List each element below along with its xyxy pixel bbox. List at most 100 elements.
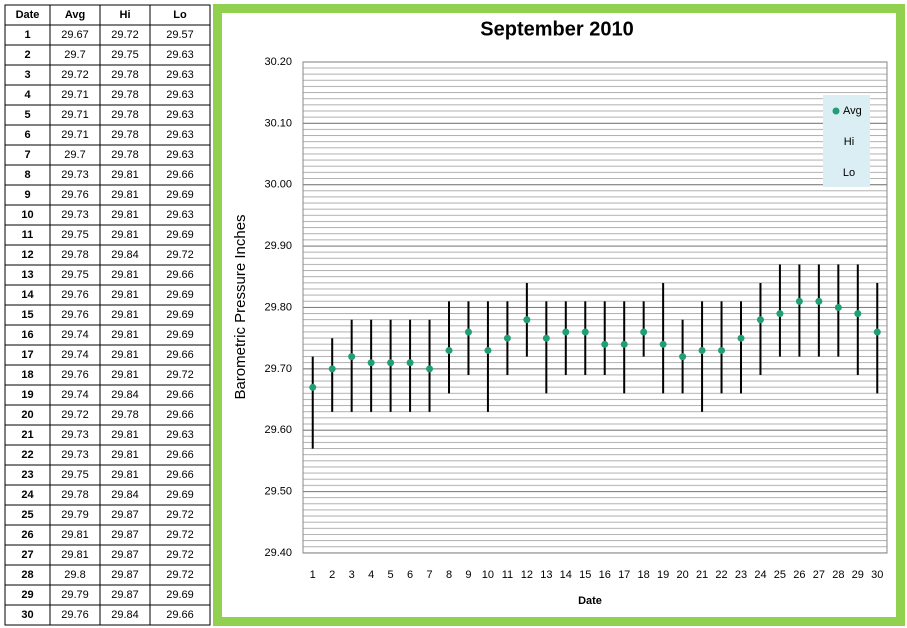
x-tick-label: 28 [832,569,844,581]
x-tick-label: 10 [482,569,494,581]
y-tick-label: 30.20 [264,56,292,68]
value-cell: 29.78 [111,149,139,161]
value-cell: 29.69 [166,189,194,201]
date-cell: 8 [24,169,30,181]
value-cell: 29.81 [111,189,139,201]
value-cell: 29.66 [166,169,194,181]
x-tick-label: 17 [618,569,630,581]
avg-point [328,365,336,373]
value-cell: 29.75 [61,229,89,241]
avg-point [737,334,745,342]
legend: Avg Hi Lo [823,95,870,187]
avg-point [387,359,395,367]
value-cell: 29.81 [111,449,139,461]
value-cell: 29.81 [111,169,139,181]
value-cell: 29.7 [64,149,85,161]
avg-point [562,328,570,336]
value-cell: 29.81 [111,469,139,481]
date-cell: 3 [24,69,30,81]
value-cell: 29.81 [111,329,139,341]
date-cell: 11 [22,229,34,241]
value-cell: 29.72 [166,249,194,261]
value-cell: 29.66 [166,409,194,421]
value-cell: 29.72 [166,549,194,561]
value-cell: 29.8 [64,569,85,581]
value-cell: 29.73 [61,169,89,181]
x-tick-label: 15 [579,569,591,581]
value-cell: 29.69 [166,289,194,301]
x-tick-label: 29 [852,569,864,581]
x-tick-label: 24 [754,569,766,581]
x-tick-label: 27 [813,569,825,581]
value-cell: 29.78 [111,89,139,101]
legend-marker [832,107,840,115]
value-cell: 29.75 [61,269,89,281]
date-cell: 17 [21,349,33,361]
date-cell: 5 [24,109,30,121]
value-cell: 29.84 [111,249,139,261]
value-cell: 29.78 [111,69,139,81]
x-tick-label: 14 [560,569,572,581]
date-cell: 21 [21,429,33,441]
value-cell: 29.63 [166,89,194,101]
avg-point [659,340,667,348]
avg-point [834,304,842,311]
column-header: Lo [173,9,187,21]
value-cell: 29.66 [166,609,194,621]
avg-point [873,328,881,336]
value-cell: 29.72 [166,529,194,541]
x-tick-label: 7 [426,569,432,581]
date-cell: 12 [21,249,33,261]
value-cell: 29.69 [166,229,194,241]
column-header: Date [16,9,40,21]
x-tick-label: 9 [465,569,471,581]
avg-point [367,359,375,367]
value-cell: 29.81 [111,349,139,361]
value-cell: 29.63 [166,129,194,141]
legend-label: Avg [843,105,862,117]
value-cell: 29.69 [166,589,194,601]
value-cell: 29.81 [111,289,139,301]
column-header: Hi [120,9,131,21]
value-cell: 29.75 [111,49,139,61]
y-tick-label: 29.70 [264,363,292,375]
value-cell: 29.81 [61,529,89,541]
value-cell: 29.81 [111,309,139,321]
value-cell: 29.7 [64,49,85,61]
avg-point [484,346,492,354]
y-axis-title: Barometric Pressure Inches [232,214,249,399]
date-cell: 14 [21,289,34,301]
date-cell: 7 [24,149,30,161]
value-cell: 29.63 [166,49,194,61]
x-tick-label: 1 [310,569,316,581]
value-cell: 29.71 [61,89,89,101]
avg-point [503,334,511,342]
avg-point [679,353,687,361]
value-cell: 29.66 [166,469,194,481]
value-cell: 29.76 [61,189,89,201]
value-cell: 29.84 [111,609,139,621]
value-cell: 29.73 [61,429,89,441]
value-cell: 29.69 [166,309,194,321]
avg-point [581,328,589,336]
value-cell: 29.69 [166,329,194,341]
x-tick-label: 3 [349,569,355,581]
value-cell: 29.78 [111,409,139,421]
x-tick-label: 23 [735,569,747,581]
value-cell: 29.87 [111,509,139,521]
avg-point [776,310,784,318]
y-tick-label: 29.40 [264,547,292,559]
x-tick-label: 18 [638,569,650,581]
value-cell: 29.81 [111,229,139,241]
date-cell: 30 [21,609,33,621]
date-cell: 25 [21,509,33,521]
value-cell: 29.81 [111,209,139,221]
x-tick-label: 4 [368,569,374,581]
value-cell: 29.71 [61,129,89,141]
x-tick-label: 25 [774,569,786,581]
x-tick-label: 19 [657,569,669,581]
y-tick-label: 30.00 [264,179,292,191]
plot: 29.40 29.50 29.60 29.70 29.80 29.90 30.00 30.10… [264,56,887,581]
value-cell: 29.76 [61,309,89,321]
